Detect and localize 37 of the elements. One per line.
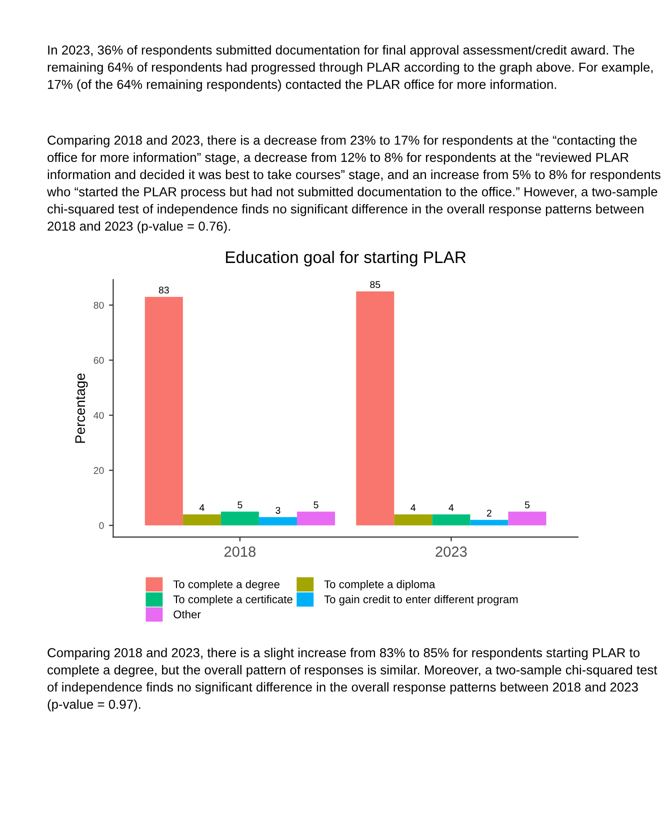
bar (296, 512, 335, 526)
bar (182, 514, 221, 526)
data-label: 4 (448, 504, 454, 511)
data-label: 3 (276, 506, 280, 514)
data-label: 4 (410, 504, 416, 511)
text: Comparing 2018 and 2023, there is a slight increase from 83% to 85% for respondents starting PLAR to complete a degree, but the overall pattern of responses is similar. Moreover, a two-sample chi-squared test of independence finds no significant difference in the overall response patterns between 2018 and 2023 (p-value = 0.97). (48, 648, 658, 712)
data-label: 5 (238, 502, 242, 508)
y-tick-label: 0 (99, 522, 104, 530)
text: Comparing 2018 and 2023, there is a decrease from 23% to 17% for respondents at the “contacting the office for more information” stage, a decrease from 12% to 8% for respondents at the “reviewed PLAR information and decided it was best to take courses” stage, and an increase from 5% to 8% for respondents who “started the PLAR process but had not submitted documentation to the office.” However, a two-sample chi-squared test of independence finds no significant difference in the overall response patterns between 2018 and 2023 (p-value = 0.76). (46, 135, 660, 234)
y-tick-label: 40 (94, 412, 104, 419)
legend-label: To complete a diploma (324, 580, 436, 590)
x-tick-label: 2023 (436, 546, 467, 557)
legend-label: To gain credit to enter different program (324, 595, 518, 606)
legend-label: To complete a certificate (173, 595, 292, 606)
bar (470, 520, 508, 526)
legend-label: To complete a degree (173, 580, 280, 590)
data-label: 85 (370, 281, 380, 288)
data-label: 5 (524, 502, 530, 508)
bar (394, 514, 432, 526)
y-axis-title: Percentage (75, 373, 88, 443)
data-label: 83 (158, 286, 169, 294)
y-tick-label: 60 (94, 356, 104, 364)
bar (258, 517, 297, 526)
y-tick-label: 80 (94, 302, 104, 309)
text: In 2023, 36% of respondents submitted documentation for final approval assessment/credit award. The remaining 64% of respondents had progressed through PLAR according to the graph above. For example, 17% (of the 64% remaining respondents) contacted the PLAR office for more information. (48, 45, 653, 92)
bar (432, 514, 470, 526)
data-label: 2 (486, 510, 492, 516)
x-tick-label: 2018 (224, 546, 256, 557)
bar (220, 512, 259, 526)
y-tick-label: 20 (94, 467, 104, 474)
legend-label: Other (174, 610, 201, 618)
data-label: 5 (314, 502, 318, 508)
bar (144, 296, 183, 526)
bar (356, 291, 394, 526)
data-label: 4 (199, 504, 204, 511)
bar (508, 512, 546, 526)
chart-title: Education goal for starting PLAR (226, 250, 466, 266)
